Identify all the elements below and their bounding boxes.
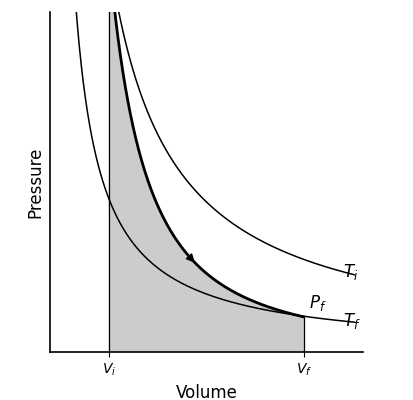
- Text: $P_f$: $P_f$: [309, 292, 327, 312]
- Polygon shape: [109, 0, 304, 352]
- Y-axis label: Pressure: Pressure: [26, 146, 44, 218]
- X-axis label: Volume: Volume: [176, 384, 237, 400]
- Text: $T_f$: $T_f$: [342, 311, 360, 331]
- Text: $T_i$: $T_i$: [342, 262, 358, 282]
